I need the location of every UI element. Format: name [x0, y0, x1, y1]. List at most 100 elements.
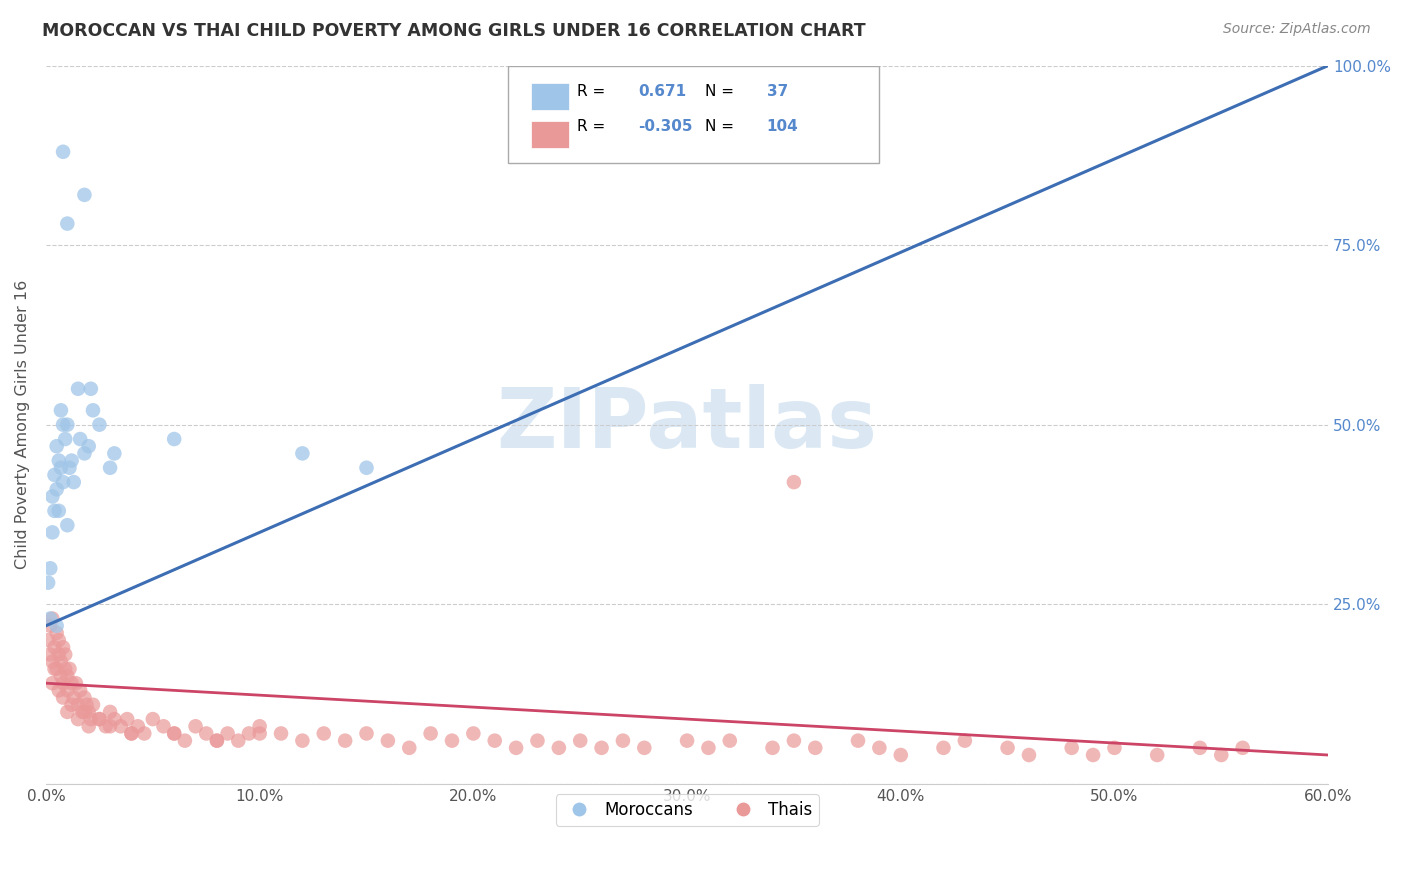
Text: Source: ZipAtlas.com: Source: ZipAtlas.com — [1223, 22, 1371, 37]
Point — [868, 740, 890, 755]
Point — [697, 740, 720, 755]
Legend: Moroccans, Thais: Moroccans, Thais — [555, 795, 818, 826]
Point — [62, 475, 84, 489]
Point — [270, 726, 292, 740]
Point — [52, 145, 75, 159]
Point — [41, 525, 63, 540]
Text: 104: 104 — [766, 120, 799, 135]
Point — [56, 683, 79, 698]
Text: N =: N = — [704, 84, 740, 98]
Point — [77, 719, 100, 733]
Point — [52, 475, 75, 489]
Text: N =: N = — [704, 120, 740, 135]
Point — [142, 712, 165, 726]
Point — [152, 719, 174, 733]
Point — [98, 719, 121, 733]
Point — [56, 669, 79, 683]
Point — [249, 719, 271, 733]
Point — [69, 683, 91, 698]
Point — [249, 726, 271, 740]
Point — [44, 467, 66, 482]
Point — [612, 733, 634, 747]
Point — [463, 726, 485, 740]
Point — [953, 733, 976, 747]
Point — [60, 453, 83, 467]
Point — [163, 432, 186, 446]
Point — [205, 733, 228, 747]
Text: R =: R = — [576, 84, 610, 98]
Point — [53, 432, 76, 446]
Point — [52, 690, 75, 705]
Point — [72, 705, 94, 719]
Point — [73, 187, 96, 202]
Point — [45, 619, 67, 633]
Point — [89, 712, 111, 726]
Point — [333, 733, 356, 747]
Point — [356, 460, 378, 475]
Point — [484, 733, 506, 747]
Point — [80, 382, 103, 396]
Point — [226, 733, 249, 747]
FancyBboxPatch shape — [530, 83, 569, 110]
Point — [804, 740, 827, 755]
Point — [56, 705, 79, 719]
Text: 0.671: 0.671 — [638, 84, 686, 98]
Point — [377, 733, 399, 747]
Point — [89, 417, 111, 432]
Point — [1018, 747, 1040, 762]
Point — [932, 740, 955, 755]
Point — [73, 690, 96, 705]
Point — [890, 747, 912, 762]
Point — [633, 740, 655, 755]
Point — [56, 417, 79, 432]
Point — [41, 655, 63, 669]
Point — [49, 403, 72, 417]
Point — [291, 446, 314, 460]
Point — [205, 733, 228, 747]
Point — [52, 640, 75, 655]
Point — [41, 490, 63, 504]
Point — [48, 504, 70, 518]
Point — [356, 726, 378, 740]
Point — [60, 676, 83, 690]
Point — [45, 483, 67, 497]
Point — [48, 648, 70, 662]
Point — [526, 733, 548, 747]
Point — [45, 626, 67, 640]
Point — [238, 726, 260, 740]
Point — [505, 740, 527, 755]
Point — [49, 655, 72, 669]
Point — [62, 690, 84, 705]
Point — [37, 633, 59, 648]
Point — [120, 726, 142, 740]
Point — [312, 726, 335, 740]
Point — [39, 619, 62, 633]
Point — [398, 740, 420, 755]
Point — [718, 733, 741, 747]
Point — [184, 719, 207, 733]
Text: ZIPatlas: ZIPatlas — [496, 384, 877, 465]
Point — [60, 698, 83, 712]
Point — [44, 640, 66, 655]
Point — [1188, 740, 1211, 755]
Point — [569, 733, 592, 747]
Point — [120, 726, 142, 740]
Point — [73, 705, 96, 719]
Point — [1060, 740, 1083, 755]
Point — [56, 518, 79, 533]
Point — [173, 733, 195, 747]
Point — [103, 446, 125, 460]
Point — [127, 719, 149, 733]
Point — [65, 676, 87, 690]
Point — [163, 726, 186, 740]
Point — [52, 676, 75, 690]
Point — [94, 719, 117, 733]
Point — [103, 712, 125, 726]
Point — [291, 733, 314, 747]
Point — [89, 712, 111, 726]
FancyBboxPatch shape — [508, 66, 879, 162]
Point — [77, 705, 100, 719]
Point — [115, 712, 138, 726]
Point — [80, 712, 103, 726]
Point — [39, 561, 62, 575]
